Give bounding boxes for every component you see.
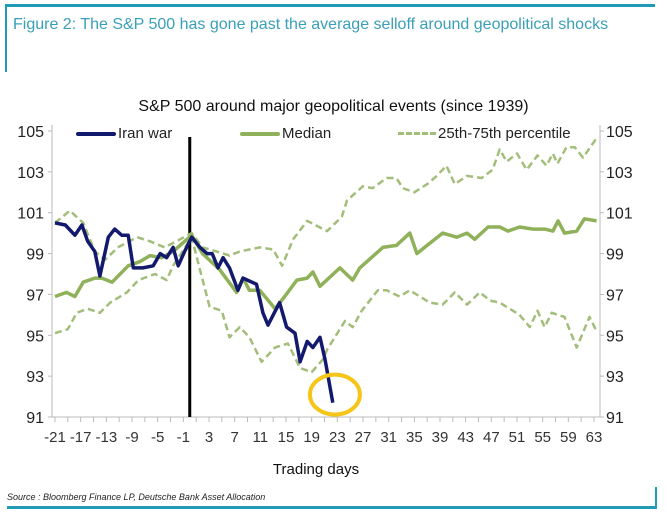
series-line-25th-75th-percentile xyxy=(54,136,599,268)
x-tick-label: -13 xyxy=(95,429,117,446)
chart-title: S&P 500 around major geopolitical events… xyxy=(138,98,529,115)
y-tick-label-right: 99 xyxy=(606,247,624,264)
x-tick-label: -21 xyxy=(44,429,66,446)
x-tick-label: 47 xyxy=(483,429,500,446)
y-tick-label-left: 101 xyxy=(17,206,44,223)
y-tick-label-right: 91 xyxy=(606,410,624,427)
legend-item-percentile: 25th-75th percentile xyxy=(398,125,571,142)
series-line-percentile-25th xyxy=(54,235,598,374)
legend-label: Iran war xyxy=(118,125,173,142)
y-tick-label-right: 105 xyxy=(606,124,633,141)
x-tick-label: 7 xyxy=(230,429,238,446)
y-tick-label-left: 99 xyxy=(26,247,44,264)
x-tick-label: 59 xyxy=(560,429,577,446)
legend-swatch-dashed xyxy=(398,132,436,135)
legend-swatch-solid xyxy=(76,131,116,136)
x-tick-label: 31 xyxy=(380,429,397,446)
x-tick-label: 3 xyxy=(205,429,213,446)
source-note: Source : Bloomberg Finance LP, Deutsche … xyxy=(7,492,266,502)
frame-left-border xyxy=(5,4,7,72)
x-tick-label: 51 xyxy=(509,429,526,446)
y-tick-label-left: 91 xyxy=(26,410,44,427)
frame-bottom-border xyxy=(7,506,657,509)
legend-item-iran-war: Iran war xyxy=(76,125,172,142)
y-tick-label-left: 103 xyxy=(17,165,44,182)
highlight-circle xyxy=(307,372,362,417)
x-tick-label: -17 xyxy=(70,429,92,446)
x-tick-label: 43 xyxy=(457,429,474,446)
x-tick-label: 55 xyxy=(534,429,551,446)
x-tick-label: -5 xyxy=(151,429,164,446)
x-axis-label: Trading days xyxy=(273,461,359,478)
series-line-median xyxy=(54,217,597,311)
legend-label: 25th-75th percentile xyxy=(438,125,571,142)
y-tick-label-right: 101 xyxy=(606,206,633,223)
y-tick-label-left: 105 xyxy=(17,124,44,141)
y-tick-label-left: 95 xyxy=(26,328,44,345)
x-tick-label: -9 xyxy=(125,429,138,446)
x-tick-label: -1 xyxy=(177,429,190,446)
x-tick-label: 11 xyxy=(253,429,269,446)
x-tick-label: 19 xyxy=(303,429,320,446)
x-tick-label: 39 xyxy=(432,429,449,446)
x-tick-label: 23 xyxy=(329,429,346,446)
x-tick-label: 63 xyxy=(586,429,603,446)
y-tick-label-right: 93 xyxy=(606,369,624,386)
x-tick-label: 15 xyxy=(278,429,295,446)
x-tick-label: 27 xyxy=(355,429,372,446)
y-tick-label-right: 95 xyxy=(606,328,624,345)
y-tick-label-right: 103 xyxy=(606,165,633,182)
series-line-iran-war xyxy=(54,221,335,404)
x-tick-label: 35 xyxy=(406,429,423,446)
legend-swatch-solid xyxy=(240,131,280,136)
y-tick-label-left: 97 xyxy=(26,287,44,304)
legend-item-median: Median xyxy=(240,125,331,142)
y-tick-label-left: 93 xyxy=(26,369,44,386)
y-tick-label-right: 97 xyxy=(606,287,624,304)
figure-title: Figure 2: The S&P 500 has gone past the … xyxy=(13,16,609,33)
frame-right-border xyxy=(655,487,657,509)
legend-label: Median xyxy=(282,125,332,142)
frame-top-border xyxy=(7,4,655,7)
